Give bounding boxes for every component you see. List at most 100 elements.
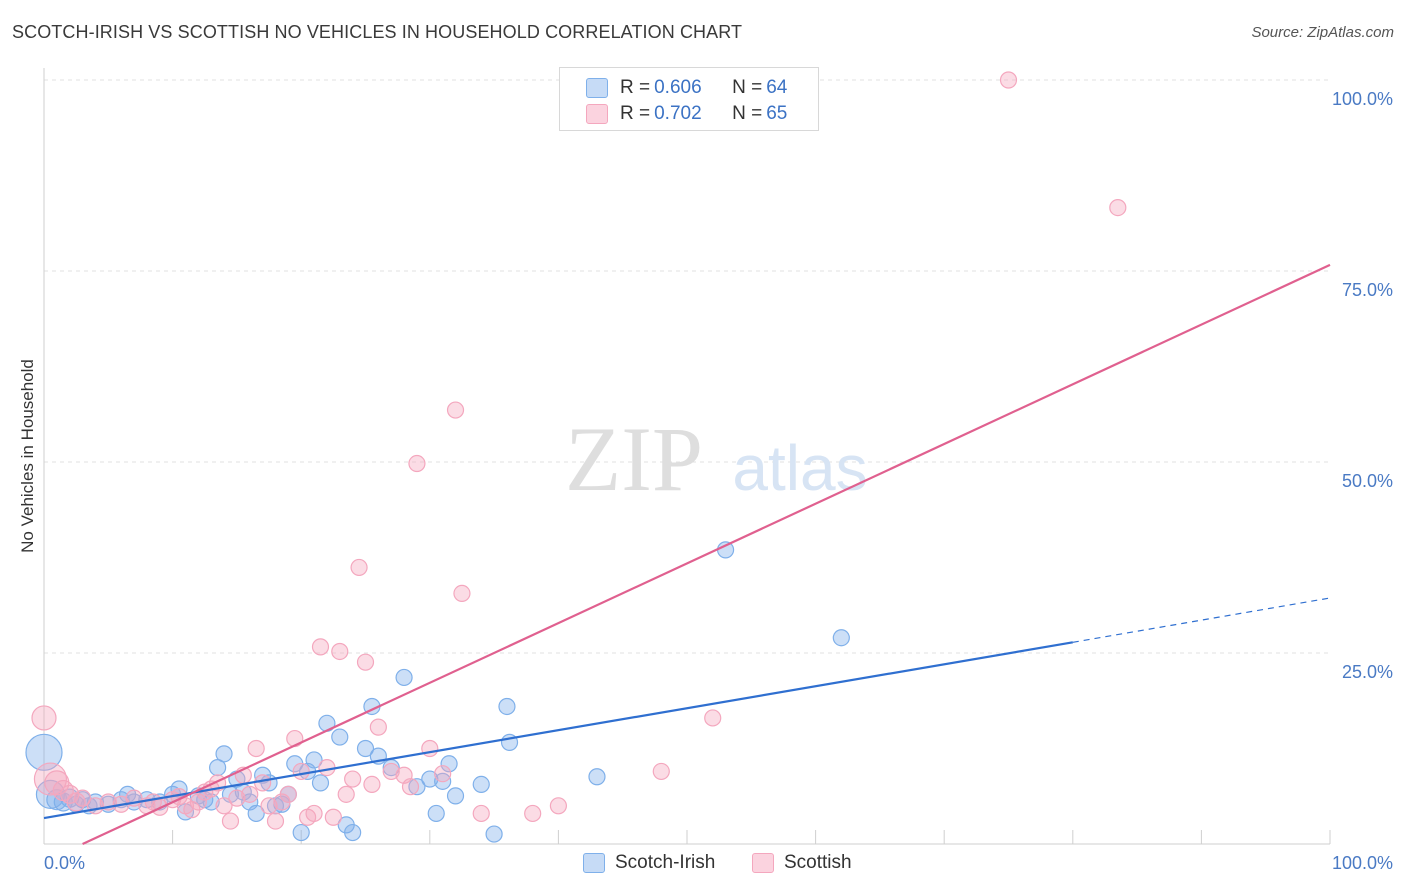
data-point <box>356 653 375 671</box>
data-point <box>421 770 439 788</box>
data-point <box>318 758 336 777</box>
series-scottish <box>31 71 1127 830</box>
data-point <box>408 778 426 796</box>
data-point <box>440 755 458 773</box>
x-tick-label: 100.0% <box>1332 853 1393 873</box>
legend-n-value: 64 <box>766 77 788 98</box>
data-point <box>472 775 490 794</box>
legend-swatch-pink <box>586 104 608 124</box>
source-label: Source: ZipAtlas.com <box>1251 24 1394 41</box>
data-point <box>311 638 330 656</box>
data-point <box>247 804 265 823</box>
data-point <box>324 808 342 826</box>
data-point <box>292 823 310 842</box>
data-point <box>215 797 233 815</box>
grid-lines <box>44 79 1330 654</box>
data-point <box>305 804 323 823</box>
data-point <box>189 793 207 811</box>
data-point <box>344 823 362 842</box>
data-point <box>73 789 92 807</box>
watermark-zip: ZIP <box>565 408 703 510</box>
axes <box>43 68 1331 845</box>
data-point <box>241 785 259 803</box>
legend-swatch-pink <box>752 853 774 873</box>
data-point <box>31 705 57 731</box>
data-point <box>382 762 400 781</box>
y-tick-label: 75.0% <box>1342 280 1393 300</box>
data-point <box>401 778 420 796</box>
data-point <box>292 762 310 781</box>
y-tick-label: 50.0% <box>1342 471 1393 491</box>
data-point <box>1109 198 1127 217</box>
watermark-atlas: atlas <box>732 432 867 504</box>
data-point <box>209 758 227 777</box>
data-point <box>221 812 240 830</box>
data-point <box>999 71 1018 89</box>
data-point <box>363 775 381 794</box>
data-point <box>266 812 285 830</box>
tick-labels: 25.0% 50.0% 75.0% 100.0% 0.0% 100.0% <box>44 89 1393 873</box>
legend-r-label: R = <box>620 77 651 98</box>
y-axis-title: No Vehicles in Household <box>18 359 37 553</box>
data-point <box>485 825 503 843</box>
data-point <box>369 718 387 736</box>
data-point <box>427 804 445 823</box>
legend-r-value: 0.606 <box>654 77 702 98</box>
data-point <box>446 401 465 419</box>
data-point <box>434 765 452 783</box>
data-point <box>260 797 278 815</box>
data-point <box>35 779 66 809</box>
legend-row-scottish: R = 0.702 N = 65 <box>586 102 787 126</box>
legend-swatch-blue <box>583 853 605 873</box>
trend-lines <box>43 263 1331 845</box>
legend-n-label: N = <box>732 103 763 124</box>
data-point <box>331 642 349 661</box>
data-point <box>832 629 850 647</box>
legend-row-scotch-irish: R = 0.606 N = 64 <box>586 76 787 100</box>
x-tick-label: 0.0% <box>44 853 85 873</box>
data-point <box>202 793 220 811</box>
data-point <box>588 768 606 786</box>
data-point <box>408 454 426 473</box>
trend-line-extension <box>1072 597 1331 643</box>
chart-title: SCOTCH-IRISH VS SCOTTISH NO VEHICLES IN … <box>12 22 743 42</box>
trend-line <box>82 263 1331 845</box>
legend-r-label: R = <box>620 103 651 124</box>
legend-n-value: 65 <box>766 103 788 124</box>
data-point <box>446 787 465 805</box>
watermark: ZIP atlas <box>565 408 868 510</box>
data-point <box>25 733 63 771</box>
data-point <box>472 804 490 823</box>
data-point <box>254 774 272 792</box>
bottom-legend-scotch-irish: Scotch-Irish <box>583 852 715 874</box>
stats-legend: R = 0.606 N = 64 R = 0.702 N = 65 <box>559 67 819 131</box>
data-point <box>331 728 349 746</box>
data-point <box>524 804 542 823</box>
data-point <box>716 541 735 559</box>
trend-line <box>43 641 1073 820</box>
y-tick-label: 100.0% <box>1332 89 1393 109</box>
data-point <box>549 797 568 815</box>
data-point <box>286 729 304 748</box>
data-point <box>279 785 297 803</box>
data-point <box>395 668 413 687</box>
data-point <box>652 762 670 781</box>
data-point <box>215 745 233 763</box>
data-point <box>228 789 246 807</box>
data-point <box>305 751 323 769</box>
data-point <box>498 697 516 716</box>
data-point <box>247 739 265 758</box>
data-point <box>704 709 722 727</box>
bottom-legend-scottish: Scottish <box>752 852 852 874</box>
data-points <box>25 71 1127 843</box>
legend-label: Scotch-Irish <box>615 852 716 873</box>
legend-n-label: N = <box>732 77 763 98</box>
data-point <box>311 774 330 792</box>
data-point <box>453 584 471 603</box>
series-scotch-irish <box>25 541 850 843</box>
data-point <box>344 770 362 788</box>
legend-r-value: 0.702 <box>654 103 702 124</box>
data-point <box>337 785 355 803</box>
legend-label: Scottish <box>784 852 852 873</box>
